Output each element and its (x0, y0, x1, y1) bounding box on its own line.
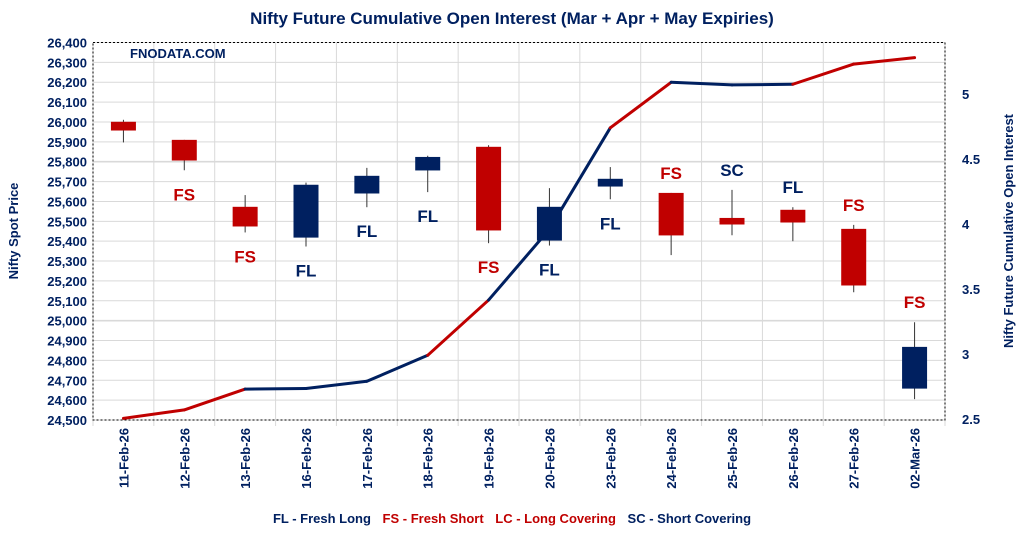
signal-label: FL (296, 262, 317, 281)
y-axis-label-right: Nifty Future Cumulative Open Interest (1001, 113, 1016, 348)
oi-line-segment (487, 227, 551, 302)
chart-title: Nifty Future Cumulative Open Interest (M… (250, 9, 774, 28)
y-tick-right: 3.5 (962, 282, 980, 297)
y-tick-left: 25,500 (47, 214, 87, 229)
y-tick-left: 25,800 (47, 155, 87, 170)
candle-body (476, 146, 502, 231)
y-tick-left: 25,200 (47, 274, 87, 289)
oi-line-segment (304, 379, 369, 390)
y-tick-right: 3 (962, 347, 969, 362)
oi-line-segment (426, 298, 491, 357)
y-tick-left: 24,500 (47, 413, 87, 428)
legend-fs: FS - Fresh Short (382, 511, 484, 526)
oi-line-segment (730, 82, 795, 87)
y-tick-left: 25,100 (47, 294, 87, 309)
x-tick-label: 02-Mar-26 (908, 428, 923, 489)
oi-line-segment (608, 80, 673, 130)
y-tick-left: 25,600 (47, 194, 87, 209)
y-tick-left: 26,400 (47, 36, 87, 51)
watermark: FNODATA.COM (130, 46, 226, 61)
y-tick-left: 26,100 (47, 95, 87, 110)
x-tick-label: 23-Feb-26 (603, 428, 618, 489)
signal-label: FL (417, 207, 438, 226)
oi-line-segment (852, 56, 917, 66)
candle-body (110, 121, 136, 131)
signal-label: FL (356, 222, 377, 241)
candle-body (658, 192, 684, 236)
x-tick-label: 13-Feb-26 (238, 428, 253, 489)
x-tick-label: 11-Feb-26 (116, 428, 131, 488)
y-tick-right: 4 (962, 217, 970, 232)
y-tick-left: 24,800 (47, 353, 87, 368)
oi-line-segment (365, 353, 430, 383)
candle-body (171, 139, 197, 161)
y-tick-right: 5 (962, 87, 969, 102)
y-axis-label-left: Nifty Spot Price (6, 183, 21, 280)
candle-body (841, 228, 867, 286)
x-tick-label: 12-Feb-26 (177, 428, 192, 489)
oi-line-segment (182, 387, 247, 412)
candle-body (354, 175, 380, 194)
y-tick-left: 24,600 (47, 393, 87, 408)
y-tick-left: 24,700 (47, 373, 87, 388)
candle-body (780, 209, 806, 223)
y-tick-left: 25,300 (47, 254, 87, 269)
y-tick-left: 24,900 (47, 334, 87, 349)
signal-label: FS (234, 247, 256, 266)
x-tick-label: 27-Feb-26 (847, 428, 862, 489)
oi-line-segment (791, 62, 856, 86)
candle-body (597, 178, 623, 187)
legend-sc: SC - Short Covering (627, 511, 752, 526)
x-tick-label: 16-Feb-26 (299, 428, 314, 489)
candle-body (293, 184, 319, 238)
x-tick-label: 24-Feb-26 (664, 428, 679, 489)
oi-line-segment (121, 408, 186, 420)
signal-label: FS (173, 185, 195, 204)
y-tick-right: 4.5 (962, 152, 980, 167)
signal-label: FS (478, 258, 500, 277)
candle-body (719, 217, 745, 225)
x-tick-label: 25-Feb-26 (725, 428, 740, 489)
signal-label: FS (904, 293, 926, 312)
legend-lc: LC - Long Covering (495, 511, 616, 526)
y-tick-right: 2.5 (962, 412, 980, 427)
x-tick-label: 26-Feb-26 (786, 428, 801, 489)
y-tick-left: 25,700 (47, 175, 87, 190)
x-tick-label: 20-Feb-26 (542, 428, 557, 489)
y-tick-left: 25,900 (47, 135, 87, 150)
candle-body (232, 206, 258, 227)
x-tick-label: 17-Feb-26 (360, 428, 375, 489)
signal-label: FL (782, 178, 803, 197)
x-tick-label: 18-Feb-26 (421, 428, 436, 489)
plot-border (92, 42, 946, 421)
oi-line-segment (243, 386, 308, 391)
candle-body (902, 346, 928, 389)
y-tick-left: 25,000 (47, 314, 87, 329)
signal-label: FL (539, 261, 560, 280)
signal-label: FS (660, 164, 682, 183)
oi-line-segment (669, 80, 734, 87)
y-tick-left: 26,200 (47, 75, 87, 90)
x-tick-label: 19-Feb-26 (482, 428, 497, 489)
y-tick-left: 26,000 (47, 115, 87, 130)
signal-label: FL (600, 214, 621, 233)
candle-body (415, 156, 441, 171)
candle-body (536, 206, 562, 241)
y-tick-left: 26,300 (47, 55, 87, 70)
signal-label: FS (843, 196, 865, 215)
signal-label: SC (720, 161, 744, 180)
legend: FL - Fresh Long FS - Fresh Short LC - Lo… (0, 511, 1024, 526)
legend-fl: FL - Fresh Long (272, 511, 371, 526)
y-tick-left: 25,400 (47, 234, 87, 249)
